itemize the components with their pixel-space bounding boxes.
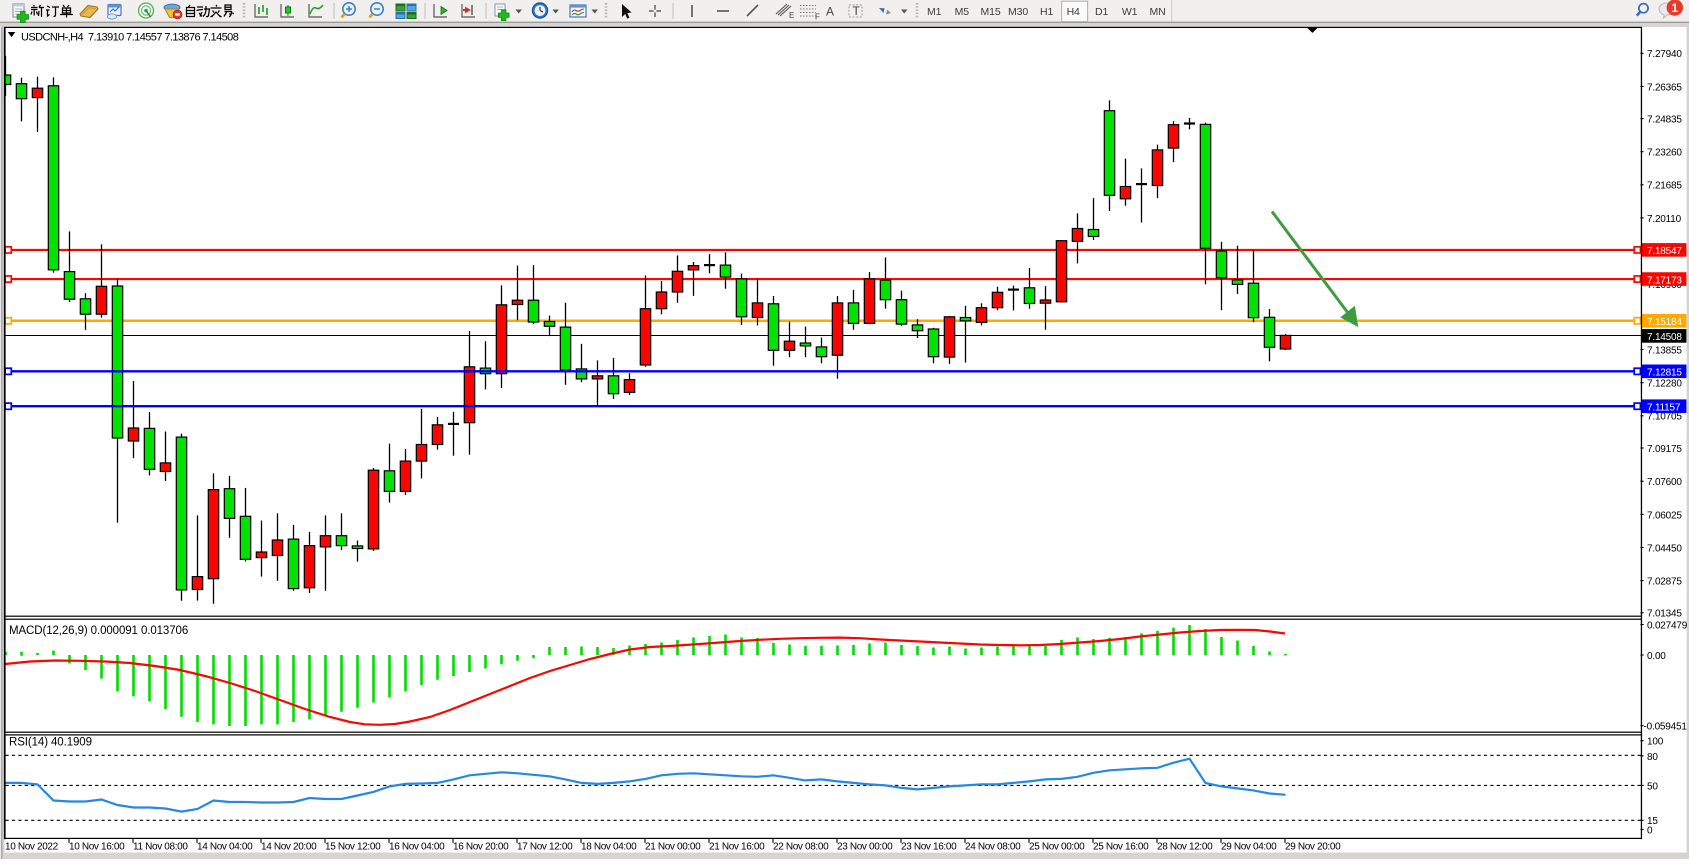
svg-text:16 Nov 20:00: 16 Nov 20:00 [453, 842, 509, 853]
svg-text:10 Nov 16:00: 10 Nov 16:00 [69, 842, 125, 853]
svg-text:10 Nov 2022: 10 Nov 2022 [5, 842, 59, 853]
svg-text:E: E [789, 11, 794, 20]
svg-text:17 Nov 12:00: 17 Nov 12:00 [517, 842, 573, 853]
svg-text:28 Nov 12:00: 28 Nov 12:00 [1157, 842, 1213, 853]
svg-text:0.00: 0.00 [1647, 651, 1666, 662]
svg-text:25 Nov 00:00: 25 Nov 00:00 [1029, 842, 1085, 853]
svg-text:D1: D1 [1095, 6, 1108, 18]
svg-text:7.04450: 7.04450 [1647, 543, 1682, 554]
svg-text:T: T [853, 4, 861, 18]
svg-text:7.21685: 7.21685 [1647, 181, 1682, 192]
svg-text:M5: M5 [955, 6, 970, 18]
svg-text:7.15184: 7.15184 [1647, 317, 1682, 328]
svg-text:7.02875: 7.02875 [1647, 577, 1682, 588]
svg-text:M1: M1 [927, 6, 942, 18]
svg-text:M30: M30 [1008, 6, 1028, 18]
svg-text:15: 15 [1647, 816, 1658, 827]
svg-text:7.17173: 7.17173 [1647, 275, 1682, 286]
svg-text:7.26365: 7.26365 [1647, 82, 1682, 93]
svg-text:H1: H1 [1040, 6, 1053, 18]
svg-text:14 Nov 20:00: 14 Nov 20:00 [261, 842, 317, 853]
svg-text:23 Nov 16:00: 23 Nov 16:00 [901, 842, 957, 853]
svg-text:22 Nov 08:00: 22 Nov 08:00 [773, 842, 829, 853]
svg-text:7.24835: 7.24835 [1647, 115, 1682, 126]
svg-text:7.12280: 7.12280 [1647, 379, 1682, 390]
svg-text:7.27940: 7.27940 [1647, 49, 1682, 60]
svg-text:15 Nov 12:00: 15 Nov 12:00 [325, 842, 381, 853]
svg-text:21 Nov 16:00: 21 Nov 16:00 [709, 842, 765, 853]
svg-text:24 Nov 08:00: 24 Nov 08:00 [965, 842, 1021, 853]
svg-text:80: 80 [1647, 752, 1658, 763]
svg-text:7.12815: 7.12815 [1647, 368, 1682, 379]
svg-text:25 Nov 16:00: 25 Nov 16:00 [1093, 842, 1149, 853]
svg-text:MACD(12,26,9) 0.000091 0.01370: MACD(12,26,9) 0.000091 0.013706 [9, 625, 188, 637]
svg-text:1: 1 [1671, 1, 1678, 15]
svg-text:USDCNH-,H4 7.13910 7.14557 7.: USDCNH-,H4 7.13910 7.14557 7.13876 7.145… [21, 32, 239, 44]
svg-text:0.027479: 0.027479 [1647, 620, 1688, 631]
svg-text:7.10705: 7.10705 [1647, 412, 1682, 423]
svg-text:7.18547: 7.18547 [1647, 246, 1682, 257]
svg-text:7.07600: 7.07600 [1647, 477, 1682, 488]
svg-text:7.20110: 7.20110 [1647, 214, 1682, 225]
svg-text:MN: MN [1150, 6, 1166, 18]
svg-text:7.13855: 7.13855 [1647, 345, 1682, 356]
svg-text:50: 50 [1647, 781, 1658, 792]
svg-text:14 Nov 04:00: 14 Nov 04:00 [197, 842, 253, 853]
svg-text:23 Nov 00:00: 23 Nov 00:00 [837, 842, 893, 853]
svg-text:7.23260: 7.23260 [1647, 148, 1682, 159]
svg-text:F: F [815, 13, 820, 22]
svg-text:0: 0 [1647, 825, 1653, 836]
svg-text:21 Nov 00:00: 21 Nov 00:00 [645, 842, 701, 853]
svg-text:RSI(14) 40.1909: RSI(14) 40.1909 [9, 737, 92, 749]
svg-text:29 Nov 20:00: 29 Nov 20:00 [1285, 842, 1341, 853]
svg-text:7.09175: 7.09175 [1647, 444, 1682, 455]
svg-text:H4: H4 [1067, 6, 1080, 18]
svg-text:M15: M15 [981, 6, 1001, 18]
svg-text:A: A [826, 5, 834, 19]
svg-text:W1: W1 [1122, 6, 1138, 18]
svg-text:7.01345: 7.01345 [1647, 609, 1682, 620]
svg-text:16 Nov 04:00: 16 Nov 04:00 [389, 842, 445, 853]
svg-text:18 Nov 04:00: 18 Nov 04:00 [581, 842, 637, 853]
svg-text:7.14508: 7.14508 [1647, 332, 1682, 343]
svg-text:11 Nov 08:00: 11 Nov 08:00 [133, 842, 188, 853]
svg-text:-0.059451: -0.059451 [1644, 722, 1688, 733]
svg-text:100: 100 [1647, 737, 1664, 748]
svg-text:7.11157: 7.11157 [1647, 402, 1681, 413]
svg-text:7.06025: 7.06025 [1647, 510, 1682, 521]
svg-text:29 Nov 04:00: 29 Nov 04:00 [1221, 842, 1277, 853]
